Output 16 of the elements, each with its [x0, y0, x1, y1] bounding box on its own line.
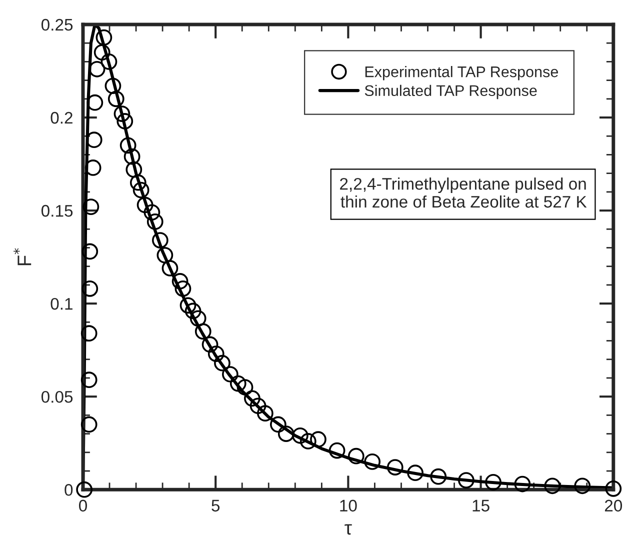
- y-tick-label: 0.15: [41, 204, 73, 217]
- y-tick-label: 0: [64, 484, 73, 496]
- x-tick-label: 5: [212, 500, 220, 512]
- legend-label: Simulated TAP Response: [364, 84, 537, 100]
- annotation: 2,2,4-Trimethylpentane pulsed on thin zone of Beta Zeolite at 527 K: [340, 178, 587, 208]
- y-tick-label: 0.25: [41, 18, 73, 31]
- x-tick-label: 0: [79, 500, 87, 512]
- legend-label: Experimental TAP Response: [365, 66, 558, 80]
- y-tick-label: 0.05: [41, 390, 73, 403]
- y-axis-title: F$^{*}$: [14, 248, 32, 266]
- x-tick-label: 20: [604, 500, 622, 512]
- y-tick-label: 0.1: [50, 298, 72, 310]
- x-tick-label: 15: [472, 500, 490, 512]
- x-tick-label: 10: [340, 500, 357, 512]
- y-tick-label: 0.2: [50, 112, 72, 124]
- x-axis-title: τ: [344, 524, 352, 535]
